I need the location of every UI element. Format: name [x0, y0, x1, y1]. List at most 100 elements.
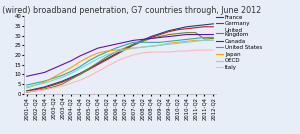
- OECD: [158, 44, 162, 46]
- Canada: [96, 47, 100, 49]
- Canada: [185, 34, 188, 35]
- Italy: [149, 51, 153, 53]
- Japan: [176, 42, 180, 43]
- Japan: [25, 87, 28, 89]
- Japan: [34, 84, 38, 86]
- Japan: [194, 40, 197, 41]
- Germany: [212, 26, 215, 28]
- Germany: [202, 26, 206, 28]
- OECD: [105, 54, 109, 56]
- Canada: [158, 37, 162, 38]
- France: [25, 90, 28, 92]
- Japan: [131, 47, 135, 49]
- Canada: [194, 34, 197, 35]
- Line: Canada: Canada: [27, 35, 213, 76]
- Canada: [43, 72, 46, 73]
- France: [34, 88, 38, 90]
- Italy: [123, 57, 126, 59]
- Canada: [167, 36, 171, 37]
- United
Kingdom: [212, 38, 215, 39]
- France: [87, 68, 91, 69]
- Italy: [34, 90, 38, 92]
- United States: [60, 75, 64, 76]
- OECD: [167, 43, 171, 45]
- United
Kingdom: [131, 43, 135, 45]
- Italy: [202, 49, 206, 51]
- Italy: [52, 87, 55, 89]
- Canada: [176, 35, 180, 36]
- France: [105, 58, 109, 60]
- United States: [140, 42, 144, 43]
- Japan: [78, 61, 82, 63]
- Line: Japan: Japan: [27, 40, 213, 88]
- Canada: [105, 45, 109, 47]
- OECD: [149, 45, 153, 47]
- OECD: [176, 42, 180, 44]
- United States: [149, 42, 153, 43]
- OECD: [140, 46, 144, 48]
- United States: [69, 71, 73, 72]
- OECD: [194, 40, 197, 42]
- United States: [158, 42, 162, 43]
- Italy: [25, 91, 28, 93]
- Germany: [96, 64, 100, 66]
- France: [78, 73, 82, 74]
- OECD: [131, 47, 135, 49]
- Japan: [158, 44, 162, 46]
- Italy: [87, 76, 91, 77]
- Germany: [25, 91, 28, 92]
- France: [176, 28, 180, 29]
- United States: [114, 47, 117, 49]
- Italy: [158, 51, 162, 53]
- United States: [176, 40, 180, 41]
- OECD: [212, 40, 215, 41]
- Canada: [69, 60, 73, 62]
- United
Kingdom: [185, 32, 188, 33]
- Japan: [69, 67, 73, 68]
- Canada: [202, 34, 206, 35]
- Italy: [194, 49, 197, 51]
- OECD: [69, 73, 73, 74]
- Italy: [60, 85, 64, 87]
- Germany: [131, 44, 135, 46]
- OECD: [114, 51, 117, 53]
- Japan: [105, 50, 109, 52]
- Canada: [114, 43, 117, 45]
- OECD: [87, 63, 91, 64]
- OECD: [78, 68, 82, 69]
- OECD: [43, 82, 46, 84]
- United
Kingdom: [158, 36, 162, 37]
- Line: United States: United States: [27, 38, 213, 85]
- United States: [96, 55, 100, 57]
- Italy: [176, 50, 180, 52]
- Canada: [52, 68, 55, 69]
- OECD: [25, 86, 28, 88]
- Italy: [140, 52, 144, 54]
- France: [123, 48, 126, 50]
- United
Kingdom: [60, 83, 64, 85]
- Japan: [60, 72, 64, 73]
- United States: [194, 38, 197, 39]
- Japan: [52, 77, 55, 78]
- United States: [52, 77, 55, 79]
- United States: [212, 37, 215, 38]
- Italy: [105, 66, 109, 67]
- United States: [131, 42, 135, 43]
- Japan: [167, 42, 171, 44]
- United States: [105, 51, 109, 53]
- Italy: [212, 49, 215, 51]
- Germany: [87, 69, 91, 70]
- Italy: [96, 71, 100, 72]
- OECD: [185, 42, 188, 43]
- United
Kingdom: [25, 91, 28, 93]
- France: [149, 36, 153, 37]
- Japan: [96, 52, 100, 54]
- Germany: [34, 89, 38, 90]
- Canada: [149, 38, 153, 39]
- United States: [34, 82, 38, 84]
- United
Kingdom: [96, 62, 100, 64]
- United States: [185, 39, 188, 40]
- Germany: [52, 84, 55, 86]
- Japan: [43, 81, 46, 83]
- Canada: [131, 40, 135, 41]
